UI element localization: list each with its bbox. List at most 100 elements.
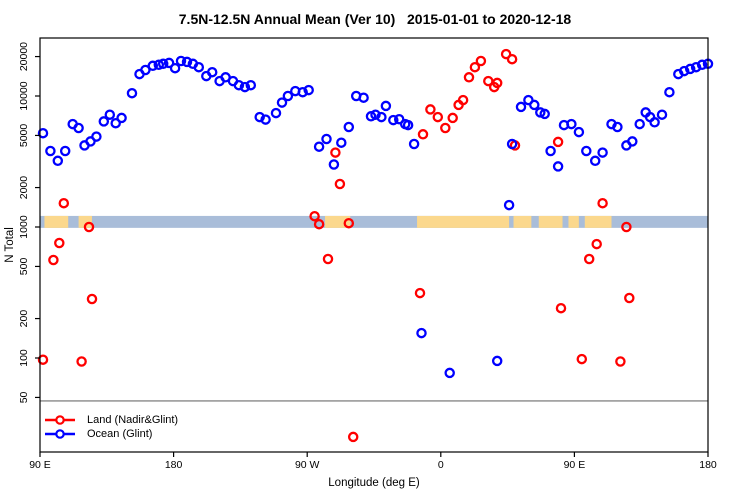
x-tick-label: 90 E <box>29 459 51 471</box>
ocean-point <box>491 355 503 367</box>
ocean-point <box>169 62 181 74</box>
land-point <box>463 72 475 83</box>
land-point <box>54 237 65 249</box>
land-point <box>469 61 481 73</box>
x-tick-label: 90 E <box>564 459 586 471</box>
ocean-point <box>408 138 420 150</box>
ocean-point <box>104 109 116 120</box>
ocean-point <box>140 64 151 76</box>
y-tick-label: 5000 <box>18 124 30 148</box>
ocean-point <box>126 87 138 99</box>
land-point <box>621 221 632 233</box>
land-point <box>86 293 98 305</box>
ocean-point <box>45 145 56 157</box>
land-point <box>417 129 429 140</box>
land-point <box>309 210 320 222</box>
land-point <box>597 197 608 209</box>
ocean-point <box>73 122 84 134</box>
ocean-point <box>147 60 159 72</box>
plot-border <box>39 37 709 453</box>
ocean-point <box>343 121 355 133</box>
x-axis-label: Longitude (deg E) <box>328 477 420 489</box>
ocean-point <box>193 61 205 73</box>
land-point <box>583 253 595 265</box>
ocean-point <box>380 100 392 112</box>
ocean-point <box>254 111 265 123</box>
ocean-point <box>110 117 121 129</box>
ocean-point <box>566 118 577 130</box>
ocean-point <box>91 131 102 142</box>
land-point <box>48 254 59 266</box>
ocean-point <box>52 155 64 167</box>
ocean-point <box>233 79 245 91</box>
x-tick-label: 180 <box>699 459 717 471</box>
ocean-point <box>303 84 314 96</box>
ocean-point <box>402 119 414 131</box>
ocean-point <box>98 116 110 127</box>
ocean-point <box>589 155 601 167</box>
ocean-point <box>388 114 399 126</box>
ocean-point <box>678 65 690 77</box>
ocean-point <box>37 127 49 139</box>
land-patch <box>417 215 510 228</box>
ocean-point <box>313 141 325 152</box>
land-point <box>576 353 588 365</box>
ocean-point <box>664 86 675 98</box>
ocean-point <box>690 61 702 73</box>
ocean-point <box>260 114 271 125</box>
ocean-point <box>515 101 527 113</box>
legend-label-ocean: Ocean (Glint) <box>87 428 153 440</box>
legend-row-ocean: Ocean (Glint) <box>44 427 178 441</box>
land-point <box>313 218 325 230</box>
legend: Land (Nadir&Glint) Ocean (Glint) <box>44 413 178 441</box>
ocean-point <box>336 137 347 148</box>
legend-label-land: Land (Nadir&Glint) <box>87 414 179 426</box>
land-point <box>552 136 564 148</box>
land-point <box>615 356 626 367</box>
ocean-point <box>539 108 550 120</box>
y-tick-label: 50 <box>18 391 30 403</box>
ocean-point <box>573 126 585 138</box>
ocean-point <box>370 109 381 120</box>
ocean-point <box>634 118 645 130</box>
land-point <box>475 55 487 67</box>
land-point <box>330 147 341 158</box>
ocean-point <box>59 145 71 157</box>
land-patch <box>44 215 69 228</box>
ocean-legend-symbol <box>45 429 75 439</box>
ocean-point <box>321 133 332 145</box>
ocean-point <box>684 63 696 75</box>
y-tick-label: 2000 <box>18 176 30 200</box>
land-point <box>555 302 567 314</box>
ocean-point <box>444 367 455 379</box>
ocean-point <box>552 161 564 172</box>
ocean-point <box>245 79 257 91</box>
ocean-point <box>581 145 592 157</box>
land-point <box>343 217 355 229</box>
ocean-strip <box>40 215 708 228</box>
ocean-point <box>506 138 518 150</box>
ocean-point <box>545 145 556 157</box>
ocean-point <box>157 58 169 70</box>
ocean-point <box>358 92 369 103</box>
ocean-point <box>649 117 660 128</box>
ocean-point <box>376 111 387 123</box>
land-patch <box>78 215 92 228</box>
land-point <box>491 77 503 89</box>
ocean-point <box>529 99 540 111</box>
land-point <box>440 122 451 134</box>
ocean-point <box>181 56 193 68</box>
ocean-point <box>239 81 251 93</box>
ocean-point <box>627 136 638 147</box>
y-tick-label: 20000 <box>18 42 30 71</box>
land-patch <box>325 215 351 228</box>
ocean-point <box>612 121 623 133</box>
land-patch <box>513 215 532 228</box>
x-tick-label: 0 <box>438 459 444 471</box>
ocean-point <box>206 66 218 78</box>
x-tick-label: 90 W <box>295 459 320 471</box>
land-point <box>322 253 334 265</box>
land-legend-symbol <box>45 415 75 425</box>
chart-title: 7.5N-12.5N Annual Mean (Ver 10) 2015-01-… <box>178 11 572 27</box>
